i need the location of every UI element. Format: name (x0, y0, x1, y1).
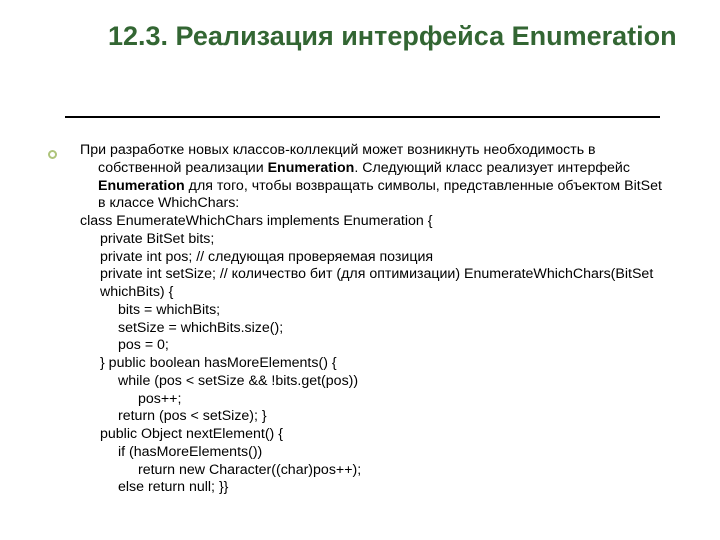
code-line: return new Character((char)pos++); (60, 462, 670, 480)
intro-paragraph: При разработке новых классов-коллекций м… (60, 142, 670, 213)
code-line: private BitSet bits; (60, 231, 670, 249)
code-line: } public boolean hasMoreElements() { (60, 355, 670, 373)
body-text: При разработке новых классов-коллекций м… (60, 142, 670, 497)
code-line: pos++; (60, 391, 670, 409)
code-block: class EnumerateWhichChars implements Enu… (60, 213, 670, 497)
code-line: private int pos; // следующая проверяема… (60, 249, 670, 267)
code-line: while (pos < setSize && !bits.get(pos)) (60, 373, 670, 391)
code-line: public Object nextElement() { (60, 426, 670, 444)
code-line: setSize = whichBits.size(); (60, 320, 670, 338)
code-line: bits = whichBits; (60, 302, 670, 320)
title-block: 12.3. Реализация интерфейса Enumeration (108, 20, 688, 54)
slide: 12.3. Реализация интерфейса Enumeration … (0, 0, 720, 540)
code-line: class EnumerateWhichChars implements Enu… (60, 213, 670, 231)
code-line: if (hasMoreElements()) (60, 444, 670, 462)
bullet-icon (48, 150, 57, 159)
intro-text-2: . Следующий класс реализует интерфейс (354, 160, 630, 176)
code-line: return (pos < setSize); } (60, 408, 670, 426)
title-rule (65, 116, 660, 118)
code-line: pos = 0; (60, 337, 670, 355)
intro-bold-2: Enumeration (98, 178, 185, 194)
intro-bold-1: Enumeration (268, 160, 355, 176)
code-line: private int setSize; // количество бит (… (60, 266, 670, 302)
code-line: else return null; }} (60, 479, 670, 497)
slide-title: 12.3. Реализация интерфейса Enumeration (108, 20, 688, 54)
